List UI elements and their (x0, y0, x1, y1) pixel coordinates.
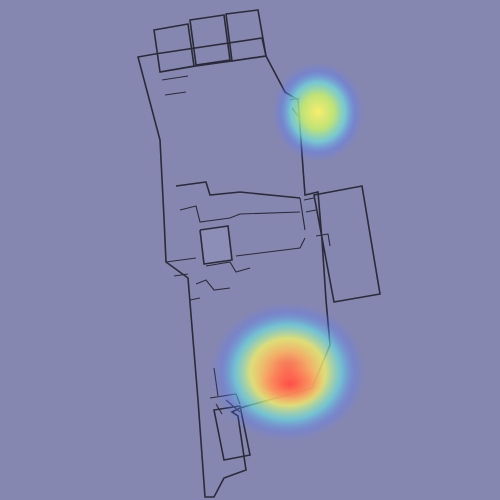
heatmap-overlay (210, 62, 366, 442)
top-room-middle (189, 14, 231, 66)
right-annex (313, 185, 381, 303)
top-room-right (225, 9, 267, 62)
heatmap-hotspot-top (272, 62, 364, 162)
heatmap-hotspot-bottom-core (254, 362, 326, 406)
top-room-left (153, 23, 195, 73)
stair-shaft (200, 226, 232, 264)
